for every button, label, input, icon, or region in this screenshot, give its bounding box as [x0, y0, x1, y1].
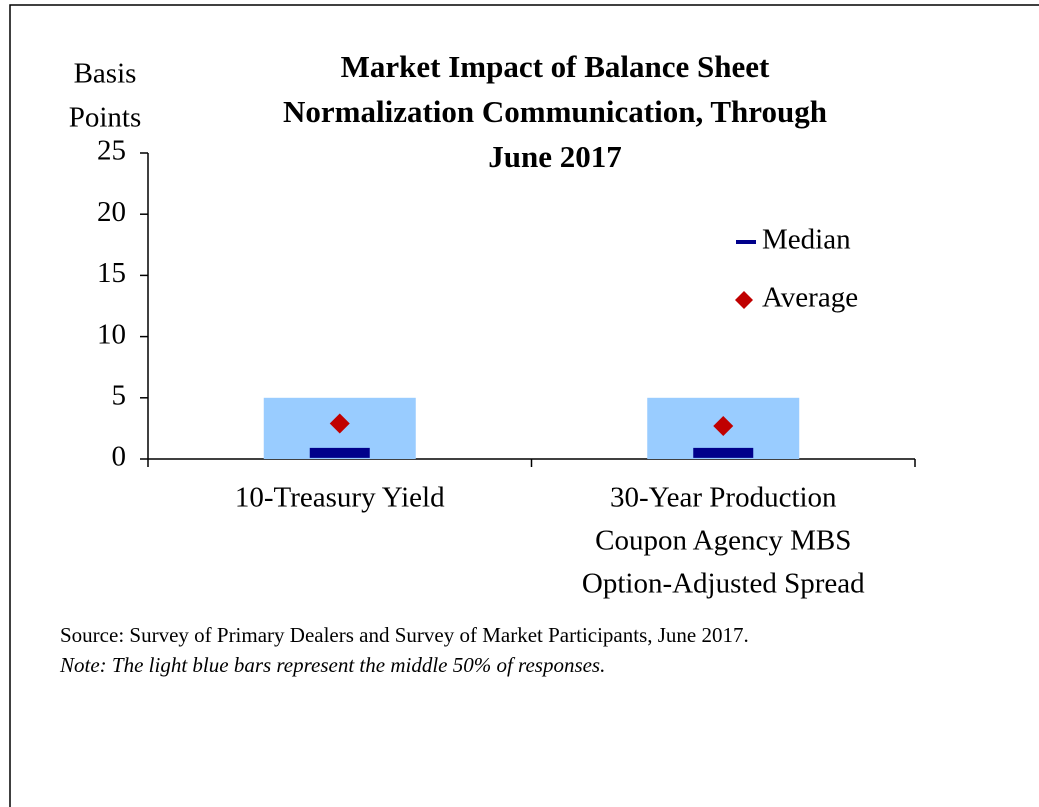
median-mark [693, 447, 754, 458]
x-tick-label: 10-Treasury Yield [235, 482, 445, 514]
legend-label: Average [762, 282, 858, 314]
x-tick-label: 30-Year Production [610, 482, 837, 514]
note-text: Note: The light blue bars represent the … [60, 653, 606, 677]
chart-title: Normalization Communication, Through [283, 94, 827, 129]
y-tick-label: 25 [97, 135, 126, 167]
x-tick-label: Coupon Agency MBS [595, 525, 851, 557]
legend-swatch [735, 291, 753, 309]
median-mark [309, 447, 370, 458]
note: Note: The light blue bars represent the … [60, 650, 940, 680]
chart-title: Market Impact of Balance Sheet [341, 49, 770, 84]
y-tick-label: 20 [97, 196, 126, 228]
legend-swatch [736, 240, 756, 244]
y-tick-label: 15 [97, 257, 126, 289]
notes: Source: Survey of Primary Dealers and Su… [60, 620, 940, 680]
x-tick-label: Option-Adjusted Spread [582, 568, 865, 600]
y-axis-label: Basis [74, 58, 137, 90]
y-tick-label: 0 [112, 441, 127, 473]
chart-title: June 2017 [488, 139, 622, 174]
average-mark [713, 415, 734, 436]
frame [9, 4, 1039, 807]
source: Source: Survey of Primary Dealers and Su… [60, 623, 749, 647]
y-axis-label: Points [69, 102, 142, 134]
average-mark [329, 413, 350, 434]
y-tick-label: 5 [112, 379, 127, 411]
legend-label: Median [762, 224, 851, 256]
y-tick-label: 10 [97, 318, 126, 350]
